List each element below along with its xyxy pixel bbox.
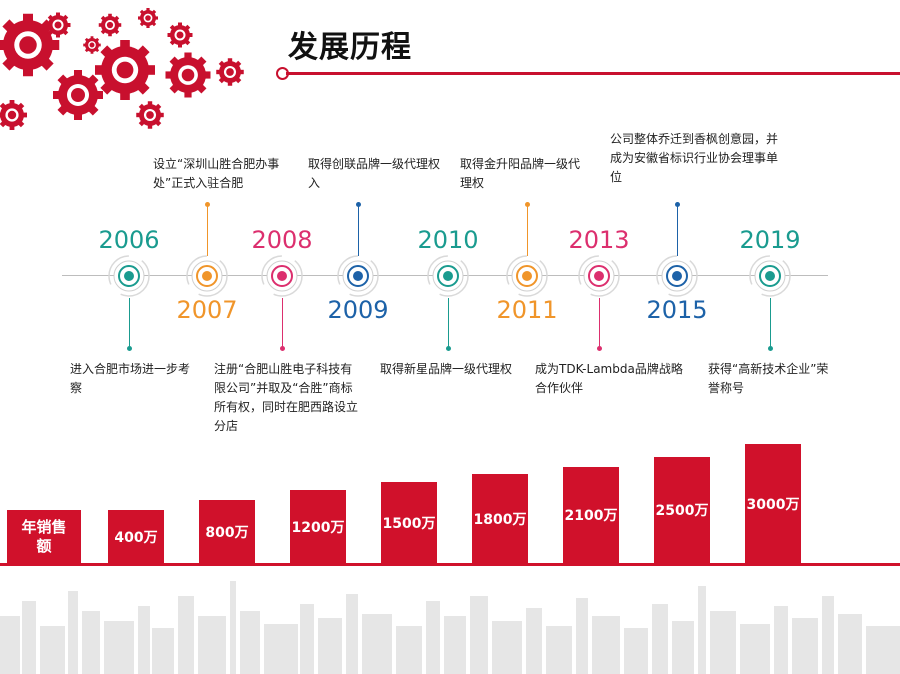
baseline <box>0 563 900 566</box>
sales-bar: 400万 <box>108 510 164 563</box>
timeline-stem <box>448 298 449 348</box>
sales-bar: 2500万 <box>654 457 710 563</box>
timeline-year: 2013 <box>568 226 630 254</box>
timeline-stem <box>358 206 359 256</box>
sales-bar: 800万 <box>199 500 255 563</box>
timeline-stem-dot <box>597 346 602 351</box>
gears-decoration-icon <box>0 8 244 130</box>
timeline-event: 取得新星品牌一级代理权 <box>380 362 513 376</box>
timeline-event: 获得“高新技术企业”荣誉称号 <box>708 362 829 395</box>
timeline-node-2013 <box>578 255 620 297</box>
timeline-year: 2019 <box>739 226 801 254</box>
timeline-stem <box>599 298 600 348</box>
timeline-node-2006 <box>108 255 150 297</box>
timeline-stem-dot <box>356 202 361 207</box>
timeline-year: 2009 <box>327 296 389 324</box>
timeline-node-2009 <box>337 255 379 297</box>
timeline-stem-dot <box>446 346 451 351</box>
timeline-stem-dot <box>127 346 132 351</box>
timeline-stem <box>282 298 283 348</box>
timeline-event: 公司整体乔迁到香枫创意园，并成为安徽省标识行业协会理事单位 <box>610 132 779 184</box>
timeline-event: 取得金升阳品牌一级代理权 <box>460 157 581 190</box>
timeline-stem-dot <box>768 346 773 351</box>
timeline-event: 成为TDK-Lambda品牌战略合作伙伴 <box>535 362 683 395</box>
timeline-stem-dot <box>205 202 210 207</box>
timeline-node-2010 <box>427 255 469 297</box>
timeline-event: 注册“合肥山胜电子科技有限公司”并取及“合胜”商标所有权，同时在肥西路设立分店 <box>214 362 359 433</box>
timeline-stem <box>129 298 130 348</box>
sales-bar: 2100万 <box>563 467 619 563</box>
timeline-event: 设立“深圳山胜合肥办事处”正式入驻合肥 <box>153 157 280 190</box>
timeline-year: 2010 <box>417 226 479 254</box>
timeline-event: 取得创联品牌一级代理权入 <box>308 157 441 190</box>
timeline-node-2019 <box>749 255 791 297</box>
sales-bar: 1800万 <box>472 474 528 563</box>
timeline-stem-dot <box>525 202 530 207</box>
sales-bar: 1200万 <box>290 490 346 563</box>
timeline-year: 2006 <box>98 226 160 254</box>
sales-bar: 1500万 <box>381 482 437 563</box>
sales-label: 年销售额 <box>7 510 81 563</box>
timeline-year: 2007 <box>176 296 238 324</box>
title-underline <box>286 72 900 75</box>
sales-bar: 3000万 <box>745 444 801 563</box>
timeline-node-2008 <box>261 255 303 297</box>
timeline-stem <box>527 206 528 256</box>
timeline-year: 2011 <box>496 296 558 324</box>
timeline-node-2007 <box>186 255 228 297</box>
timeline-stem <box>677 206 678 256</box>
timeline-stem <box>207 206 208 256</box>
timeline-node-2011 <box>506 255 548 297</box>
timeline-year: 2015 <box>646 296 708 324</box>
timeline-stem <box>770 298 771 348</box>
timeline-event: 进入合肥市场进一步考察 <box>70 362 191 395</box>
city-skyline-icon <box>0 581 900 674</box>
timeline-node-2015 <box>656 255 698 297</box>
timeline-year: 2008 <box>251 226 313 254</box>
timeline-stem-dot <box>280 346 285 351</box>
timeline-stem-dot <box>675 202 680 207</box>
page-title: 发展历程 <box>288 30 412 65</box>
